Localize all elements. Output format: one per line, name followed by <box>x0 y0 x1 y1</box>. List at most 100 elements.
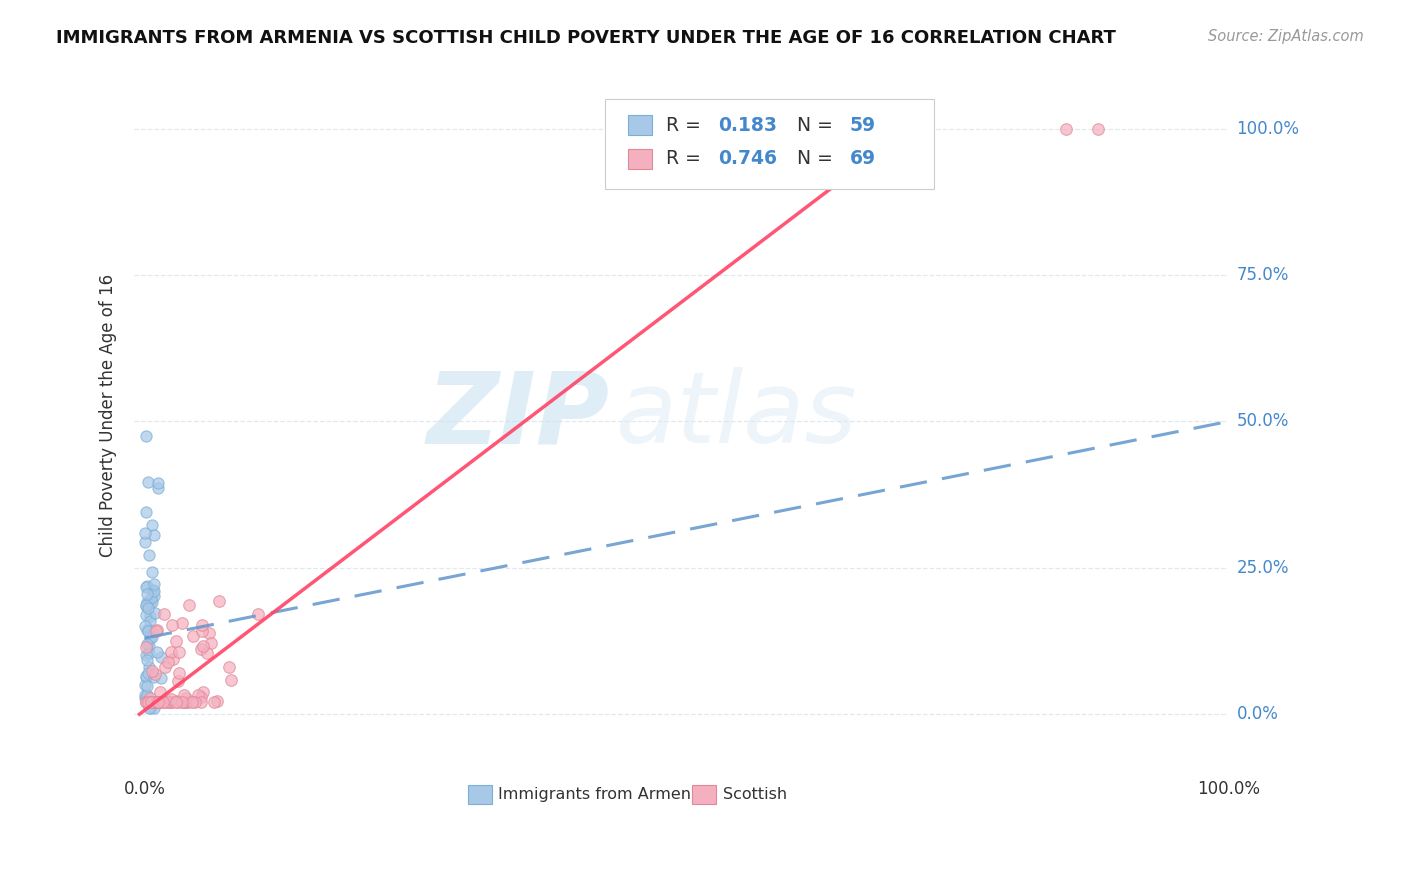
Point <box>141 565 163 579</box>
Text: N =: N = <box>797 149 839 169</box>
Point <box>134 691 156 706</box>
Point <box>141 664 163 678</box>
Point <box>157 655 180 669</box>
FancyBboxPatch shape <box>468 785 492 804</box>
Point <box>134 688 156 702</box>
Point <box>160 696 183 710</box>
Point <box>136 587 159 601</box>
Point <box>136 578 159 592</box>
Point <box>191 624 214 638</box>
Point <box>135 598 157 612</box>
Point <box>155 696 177 710</box>
Text: R =: R = <box>666 149 707 169</box>
Point <box>157 696 180 710</box>
Point <box>198 626 221 640</box>
Point <box>139 614 162 628</box>
Point <box>139 591 162 605</box>
Point <box>142 625 165 640</box>
Point <box>135 696 157 710</box>
Point <box>205 694 228 708</box>
Point <box>177 696 200 710</box>
Text: Immigrants from Armenia: Immigrants from Armenia <box>498 788 706 802</box>
Point <box>165 694 187 708</box>
Point <box>136 665 159 680</box>
Text: ZIP: ZIP <box>427 368 610 464</box>
Text: 100.0%: 100.0% <box>1237 120 1299 137</box>
Point <box>141 696 163 710</box>
Point <box>139 630 162 644</box>
Point <box>180 696 202 710</box>
Point <box>191 617 214 632</box>
Text: 69: 69 <box>849 149 876 169</box>
Point <box>143 528 166 542</box>
Y-axis label: Child Poverty Under the Age of 16: Child Poverty Under the Age of 16 <box>100 274 117 558</box>
Point <box>135 648 157 662</box>
Point <box>173 688 195 702</box>
Point <box>135 679 157 693</box>
Point <box>1054 121 1077 136</box>
Point <box>139 701 162 715</box>
Point <box>134 535 156 549</box>
Point <box>135 506 157 520</box>
Point <box>159 696 181 710</box>
Point <box>167 665 190 680</box>
FancyBboxPatch shape <box>627 149 651 169</box>
Point <box>187 688 209 702</box>
Text: 75.0%: 75.0% <box>1237 266 1289 284</box>
Point <box>138 690 160 705</box>
Point <box>141 696 163 710</box>
Point <box>135 696 157 710</box>
Text: Scottish: Scottish <box>723 788 787 802</box>
Point <box>149 671 172 685</box>
Point <box>165 633 187 648</box>
Point <box>145 645 167 659</box>
Point <box>159 696 181 710</box>
Point <box>165 696 187 710</box>
Text: 0.0%: 0.0% <box>1237 706 1278 723</box>
Point <box>142 583 165 598</box>
Point <box>172 615 194 630</box>
Point <box>152 696 174 710</box>
Point <box>135 624 157 638</box>
Point <box>174 691 197 706</box>
Point <box>1087 121 1109 136</box>
Point <box>169 645 191 659</box>
Point <box>146 696 169 710</box>
FancyBboxPatch shape <box>605 99 934 189</box>
Point <box>139 596 162 610</box>
Point <box>135 670 157 684</box>
Point <box>160 618 183 632</box>
Point <box>172 696 194 710</box>
Point <box>138 640 160 654</box>
Point <box>139 609 162 624</box>
Point <box>247 607 270 621</box>
Point <box>142 701 165 715</box>
Point <box>153 607 176 621</box>
Point <box>150 649 173 664</box>
Point <box>152 696 174 710</box>
Text: 0.746: 0.746 <box>718 149 778 169</box>
Point <box>141 630 163 644</box>
Point <box>136 595 159 609</box>
Point <box>136 696 159 710</box>
Point <box>135 640 157 654</box>
Point <box>145 624 167 639</box>
Point <box>148 696 170 710</box>
Point <box>139 632 162 646</box>
Point <box>202 696 225 710</box>
Point <box>181 629 204 643</box>
Point <box>160 691 183 706</box>
Point <box>143 670 166 684</box>
Point <box>167 696 190 710</box>
Text: 0.0%: 0.0% <box>124 780 166 797</box>
Point <box>135 599 157 613</box>
Point <box>190 696 212 710</box>
Point <box>139 696 162 710</box>
Point <box>141 518 163 533</box>
Point <box>143 576 166 591</box>
Point <box>136 601 159 615</box>
Point <box>145 606 167 620</box>
Point <box>191 684 214 698</box>
Text: IMMIGRANTS FROM ARMENIA VS SCOTTISH CHILD POVERTY UNDER THE AGE OF 16 CORRELATIO: IMMIGRANTS FROM ARMENIA VS SCOTTISH CHIL… <box>56 29 1116 46</box>
Text: Source: ZipAtlas.com: Source: ZipAtlas.com <box>1208 29 1364 44</box>
